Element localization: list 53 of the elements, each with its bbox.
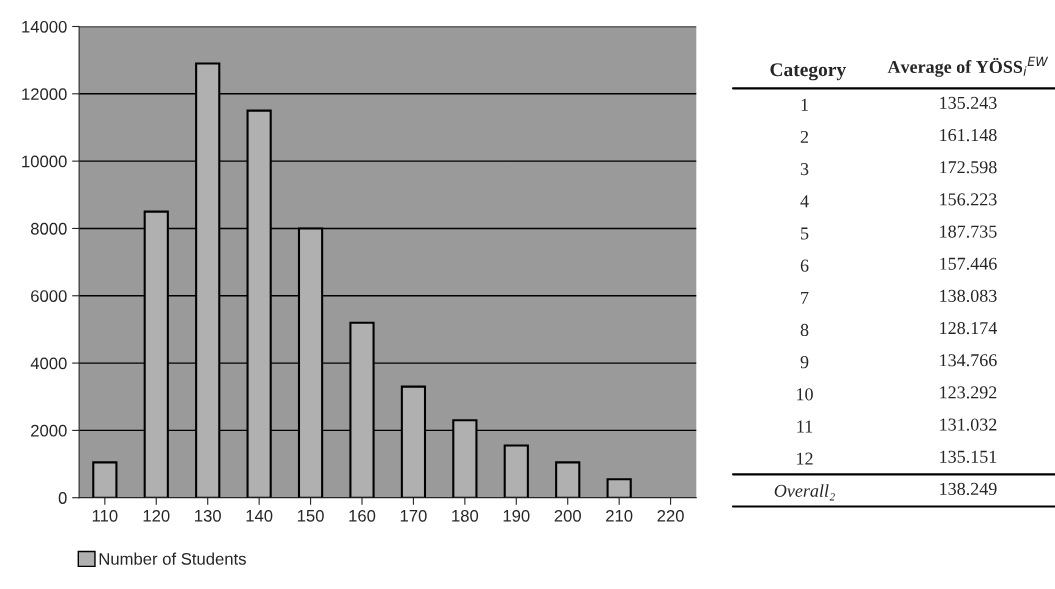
- x-tick-label: 210: [606, 509, 633, 522]
- y-tick-label: 7: [801, 291, 809, 304]
- bar: [92, 461, 118, 498]
- data-label: 138.249: [940, 482, 997, 496]
- data-label: 123.292: [940, 386, 997, 399]
- x-tick-label: 150: [297, 509, 324, 522]
- y-tick-label: 6: [800, 259, 809, 272]
- y-axis-title: Category: [770, 63, 846, 81]
- x-tick-label: 220: [657, 509, 684, 522]
- y-tick-label: 1: [801, 98, 808, 111]
- x-tick-label: 140: [246, 509, 273, 522]
- y-tick-label: 12: [797, 452, 813, 465]
- x-tick-label: 180: [452, 509, 479, 522]
- x-tick-label: 160: [349, 509, 376, 522]
- x-tick-label: 120: [143, 509, 170, 522]
- data-label: 134.766: [940, 354, 997, 367]
- y-tick-label: 10000: [22, 155, 67, 168]
- x-tick-label: 130: [195, 509, 221, 522]
- data-label: 135.243: [940, 96, 997, 110]
- data-label: 128.174: [940, 321, 998, 335]
- bar: [503, 444, 529, 498]
- y-tick-label: 12000: [22, 88, 67, 101]
- y-tick-label: 4000: [30, 357, 67, 370]
- data-label: 172.598: [940, 161, 997, 174]
- data-label: 156.223: [940, 193, 997, 206]
- data-label: 161.148: [940, 128, 997, 142]
- data-label: 157.446: [940, 257, 997, 270]
- data-label: 135.151: [940, 450, 997, 463]
- y-tick-label: 9: [800, 356, 809, 369]
- y-tick-label: 8: [800, 323, 809, 337]
- x-tick-label: 190: [503, 509, 530, 522]
- data-label: 138.083: [940, 289, 997, 303]
- y-tick-label: Overall₂: [774, 484, 835, 501]
- y-tick-label: 4: [800, 195, 809, 208]
- legend-label: Number of Students: [99, 552, 246, 565]
- bar: [606, 478, 632, 498]
- y-tick-label: 14000: [22, 20, 67, 33]
- data-label: 131.032: [940, 418, 997, 431]
- y-tick-label: 10: [797, 388, 813, 401]
- x-tick-label: Average of YÖSS$_{i}$$^{EW}$: [887, 56, 1049, 77]
- data-label: 187.735: [940, 225, 997, 238]
- y-tick-label: 5: [801, 227, 809, 240]
- x-tick-label: 170: [400, 509, 427, 522]
- y-tick-label: 2: [800, 130, 809, 143]
- y-tick-label: 8000: [30, 222, 67, 235]
- y-tick-label: 0: [58, 492, 67, 504]
- x-tick-label: 200: [554, 509, 581, 522]
- y-tick-label: 3: [800, 163, 809, 176]
- bar: [555, 461, 581, 498]
- y-tick-label: 11: [797, 420, 813, 433]
- y-tick-label: 2000: [31, 424, 67, 437]
- x-tick-label: 110: [92, 509, 118, 522]
- y-tick-label: 6000: [31, 290, 67, 302]
